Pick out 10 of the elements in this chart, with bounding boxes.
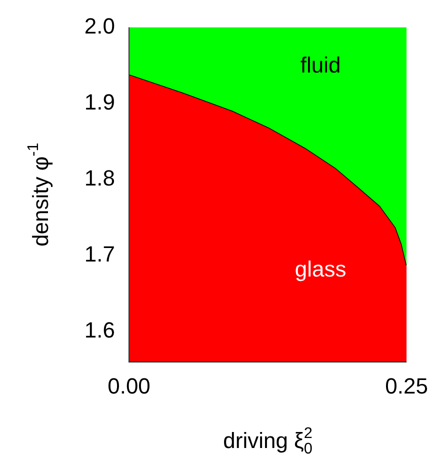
annotation: fluid [300, 52, 341, 78]
y-tick-label: 1.6 [84, 318, 115, 343]
y-tick-label: 1.7 [84, 242, 115, 267]
y-tick-label: 2.0 [84, 13, 115, 38]
y-tick-label: 1.8 [84, 165, 115, 190]
x-tick-label: 0.00 [108, 373, 150, 398]
y-axis-title: density φ-1 [25, 142, 53, 246]
y-tick-label: 1.9 [84, 89, 115, 114]
x-tick-label: 0.25 [385, 373, 428, 398]
annotation: glass [294, 256, 346, 282]
